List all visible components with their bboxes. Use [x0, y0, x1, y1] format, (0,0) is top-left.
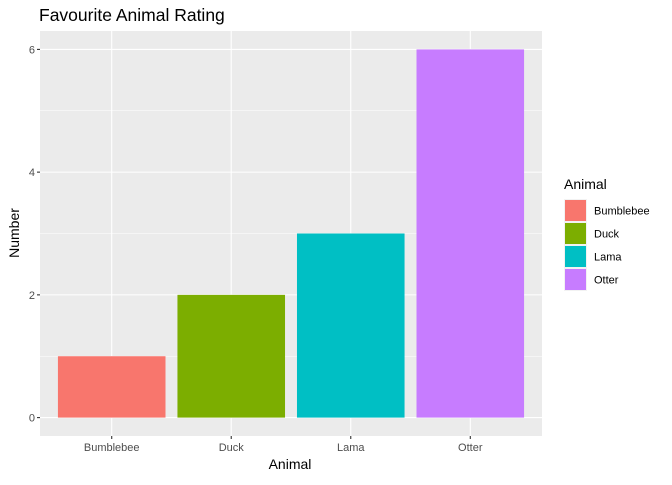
- x-tick-label: Otter: [458, 442, 483, 454]
- legend-entry-label: Lama: [594, 252, 622, 264]
- y-axis-label: Number: [6, 208, 22, 258]
- legend-entry-label: Otter: [594, 275, 619, 287]
- plot-panel: 0 2 4 6 Bumblebee Duck Lama Otter: [29, 31, 542, 454]
- legend-entry-label: Duck: [594, 229, 620, 241]
- x-axis-label: Animal: [269, 456, 312, 472]
- legend-key-swatch: [565, 200, 586, 221]
- legend-key-swatch: [565, 246, 586, 267]
- y-tick-label: 4: [29, 167, 35, 179]
- bar-bumblebee: [57, 356, 166, 418]
- y-tick-label: 2: [29, 290, 35, 302]
- x-tick-label: Duck: [219, 442, 245, 454]
- bar-lama: [296, 233, 405, 418]
- legend-key-swatch: [565, 223, 586, 244]
- bar-duck: [177, 294, 286, 418]
- y-tick-label: 0: [29, 413, 35, 425]
- legend-key-swatch: [565, 269, 586, 290]
- x-tick-label: Lama: [337, 442, 365, 454]
- x-tick-label: Bumblebee: [84, 442, 140, 454]
- bar-otter: [416, 49, 525, 418]
- y-tick-label: 6: [29, 44, 35, 56]
- chart-title: Favourite Animal Rating: [39, 5, 225, 25]
- legend: Animal Bumblebee Duck Lama Otter: [564, 176, 650, 291]
- legend-title: Animal: [564, 176, 607, 192]
- legend-entry-label: Bumblebee: [594, 206, 650, 218]
